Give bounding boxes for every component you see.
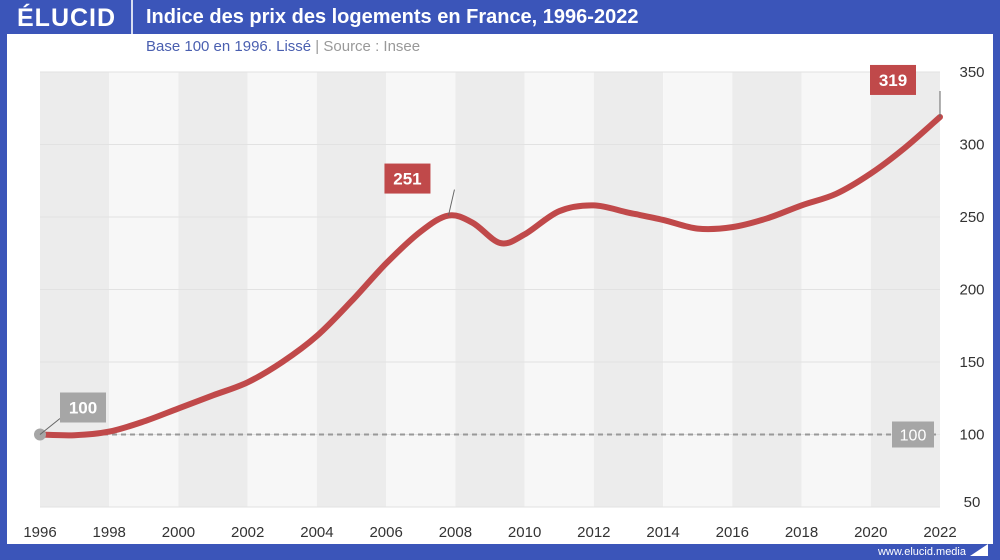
x-tick-label: 2018 [785,524,818,541]
y-tick-label: 300 [959,137,984,154]
x-tick-label: 2000 [162,524,195,541]
y-tick-label: 250 [959,209,984,226]
series-line [37,113,943,439]
x-tick-label: 1998 [93,524,126,541]
subtitle: Base 100 en 1996. Lissé | Source : Insee [146,38,420,55]
x-tick-label: 2014 [646,524,679,541]
x-tick-label: 2002 [231,524,264,541]
x-tick-label: 2012 [577,524,610,541]
x-tick-label: 2010 [508,524,541,541]
annotation-badge [384,163,431,194]
reference-label: 100 [900,428,927,445]
annotation-badge [60,392,106,423]
flag-icon [970,544,988,556]
chart-title: Indice des prix des logements en France,… [146,6,639,28]
subtitle-separator: | [315,38,320,55]
x-tick-label: 2016 [716,524,749,541]
annotation-label: 251 [393,170,421,189]
x-tick-label: 1996 [23,524,56,541]
annotation-leader [447,189,455,216]
reference-badge [892,421,934,448]
annotation-leader [39,418,61,435]
subtitle-main: Base 100 en 1996. Lissé [146,38,312,55]
header-divider [131,0,133,34]
footer-url[interactable]: www.elucid.media [877,546,966,558]
annotation-label: 319 [879,71,907,90]
subtitle-source: Source : Insee [323,38,421,55]
x-tick-label: 2006 [369,524,402,541]
y-tick-label: 350 [959,64,984,81]
annotation-badge [870,64,916,95]
x-tick-label: 2004 [300,524,333,541]
x-tick-label: 2020 [854,524,887,541]
y-tick-label: 100 [959,427,984,444]
annotation-label: 100 [69,399,97,418]
x-tick-label: 2022 [923,524,956,541]
header [0,0,1000,36]
logo: ÉLUCID [17,4,117,32]
y-tick-label: 150 [959,354,984,371]
y-tick-label: 200 [959,282,984,299]
x-tick-label: 2008 [439,524,472,541]
y-tick-label: 50 [964,494,981,511]
